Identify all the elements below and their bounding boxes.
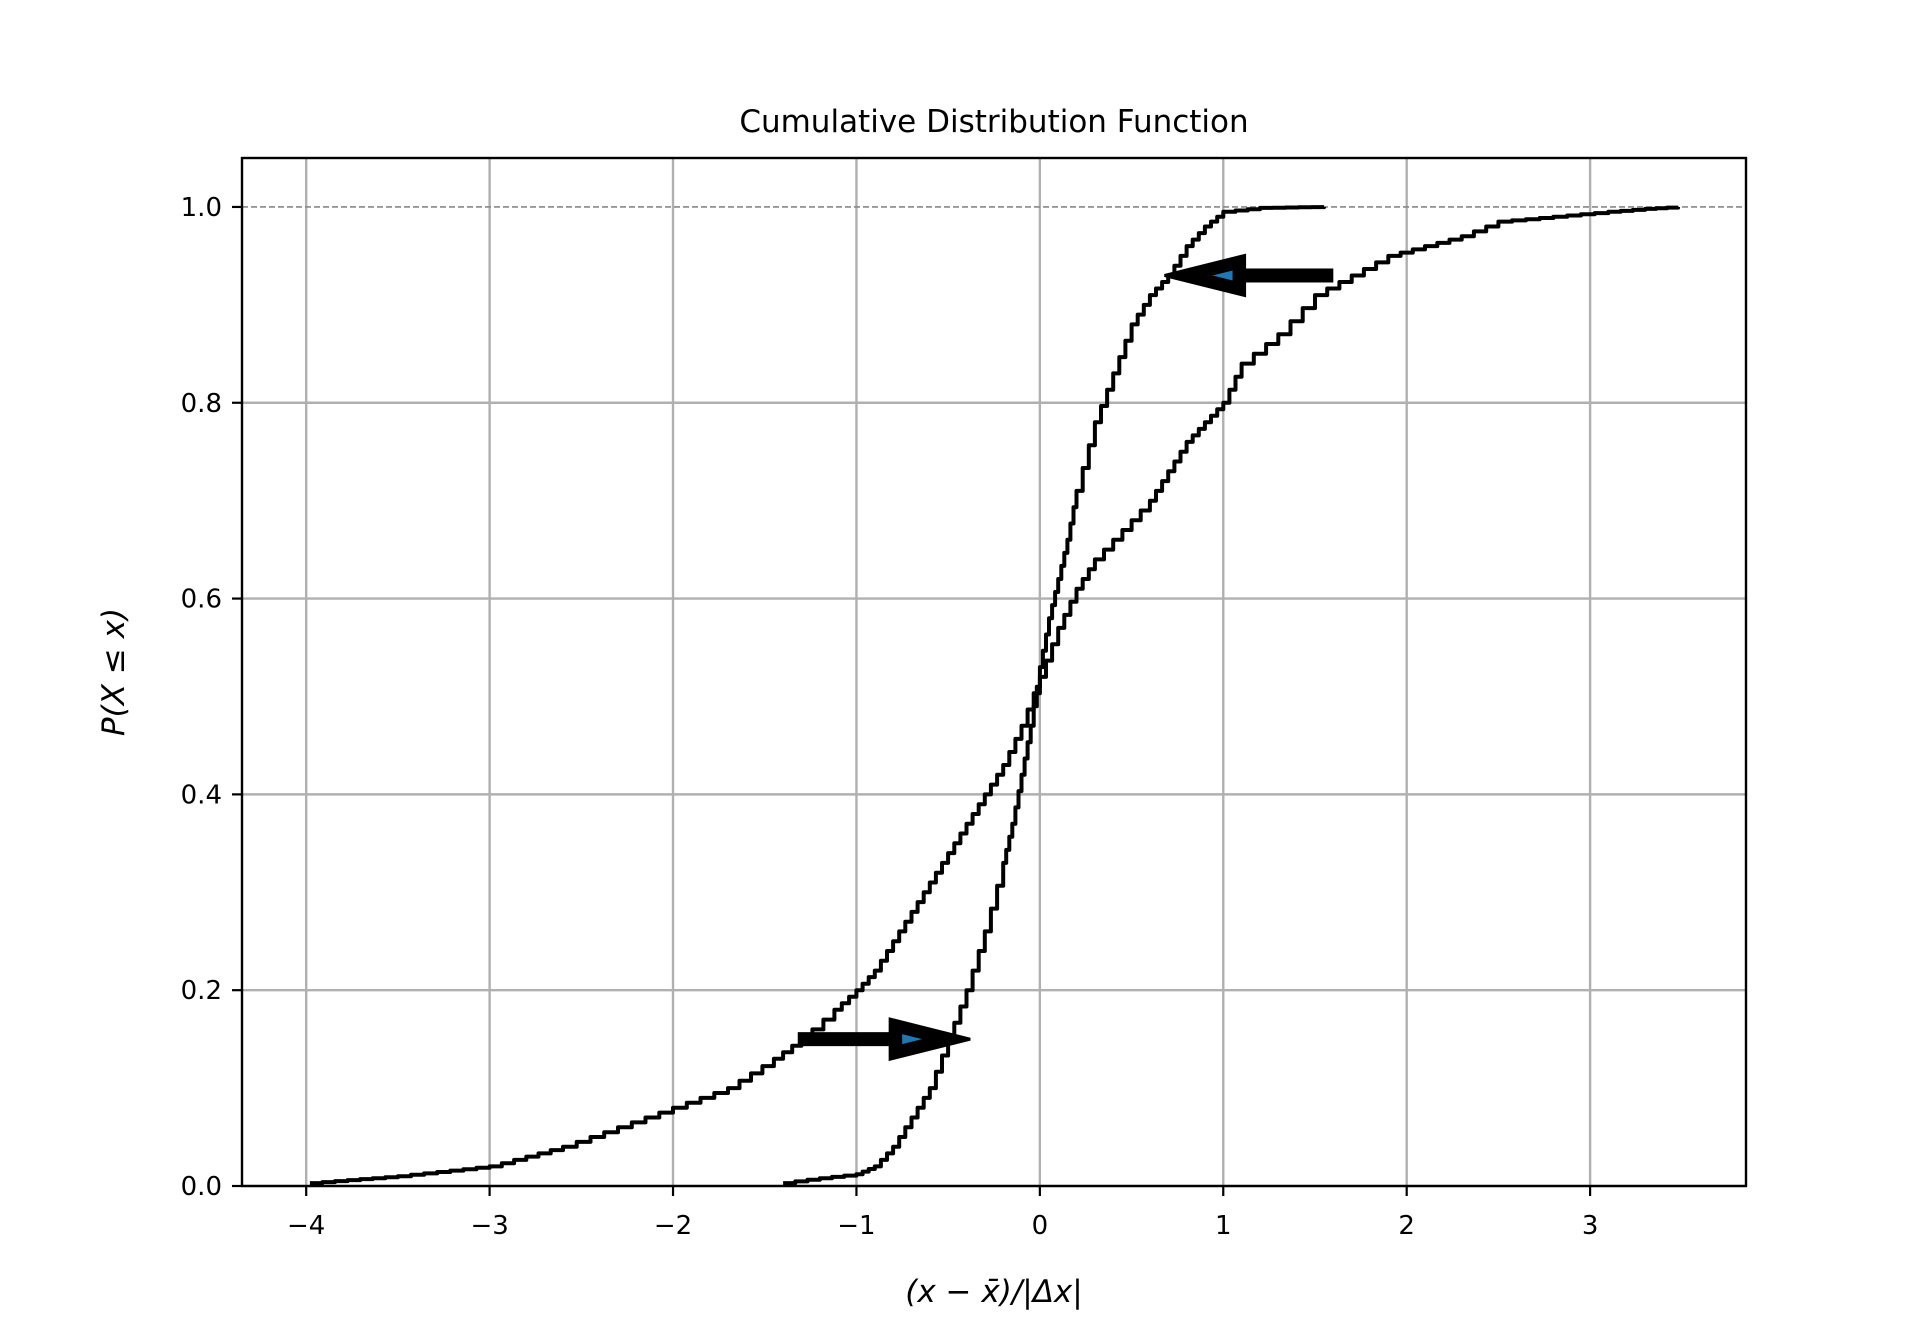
x-axis-label: (x − x̄)/|Δx| — [905, 1274, 1082, 1310]
left-shift-arrow — [1164, 253, 1334, 298]
arrow-accent — [902, 1034, 923, 1045]
y-tick-label: 0.0 — [181, 1172, 222, 1202]
y-axis-label: P(X ≤ x) — [96, 608, 132, 736]
x-tick-label: 2 — [1398, 1211, 1415, 1241]
arrow-shaft — [797, 1032, 891, 1047]
x-ticks: −4 −3 −2 −1 0 1 2 3 — [287, 1186, 1598, 1241]
x-tick-label: −2 — [654, 1211, 692, 1241]
y-gridlines — [242, 401, 1746, 1188]
y-tick-label: 1.0 — [181, 193, 222, 223]
x-gridlines — [304, 158, 1592, 1186]
arrow-head — [1164, 253, 1247, 298]
y-tick-label: 0.4 — [181, 780, 222, 810]
x-tick-label: −3 — [470, 1211, 508, 1241]
chart-title: Cumulative Distribution Function — [739, 104, 1248, 140]
x-tick-label: −4 — [287, 1211, 325, 1241]
arrow-shaft — [1244, 268, 1334, 283]
plot-frame — [240, 156, 1748, 1188]
right-shift-arrow — [797, 1017, 971, 1062]
y-tick-label: 0.2 — [181, 976, 222, 1006]
y-ticks: 0.0 0.2 0.4 0.6 0.8 1.0 — [181, 193, 242, 1202]
x-tick-label: 3 — [1582, 1211, 1599, 1241]
x-tick-label: −1 — [837, 1211, 875, 1241]
series-line-2 — [783, 205, 1327, 1186]
arrow-accent — [1212, 270, 1233, 281]
x-tick-label: 0 — [1032, 1211, 1049, 1241]
series-layer — [309, 205, 1681, 1186]
x-tick-label: 1 — [1215, 1211, 1232, 1241]
arrow-head — [888, 1017, 971, 1062]
y-tick-label: 0.6 — [181, 585, 222, 615]
y-tick-label: 0.8 — [181, 389, 222, 419]
arrow-layer — [797, 253, 1334, 1062]
series-line-1 — [309, 205, 1681, 1186]
